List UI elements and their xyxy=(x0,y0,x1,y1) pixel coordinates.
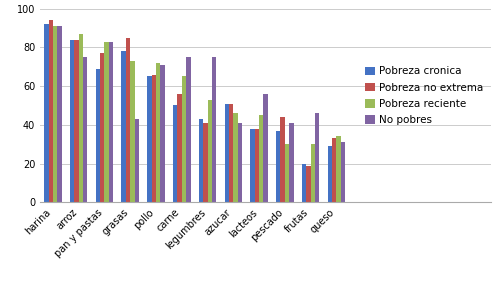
Bar xyxy=(306,166,311,202)
Bar xyxy=(328,146,332,202)
Bar xyxy=(336,136,341,202)
Bar xyxy=(160,65,165,202)
Bar xyxy=(173,105,177,202)
Bar xyxy=(332,138,336,202)
Bar xyxy=(135,119,139,202)
Bar xyxy=(122,51,126,202)
Bar xyxy=(341,142,345,202)
Bar xyxy=(302,164,306,202)
Bar xyxy=(224,103,229,202)
Bar xyxy=(70,40,74,202)
Bar xyxy=(315,113,319,202)
Bar xyxy=(199,119,203,202)
Bar xyxy=(203,123,207,202)
Bar xyxy=(100,53,105,202)
Bar xyxy=(130,61,135,202)
Bar xyxy=(276,131,281,202)
Bar xyxy=(53,26,57,202)
Bar xyxy=(79,34,83,202)
Bar xyxy=(264,94,268,202)
Bar xyxy=(237,123,242,202)
Bar xyxy=(259,115,264,202)
Bar xyxy=(281,117,285,202)
Bar xyxy=(49,20,53,202)
Bar xyxy=(177,94,182,202)
Bar xyxy=(105,42,109,202)
Bar xyxy=(207,100,212,202)
Bar xyxy=(147,76,152,202)
Bar xyxy=(255,129,259,202)
Bar xyxy=(83,57,88,202)
Bar xyxy=(285,144,289,202)
Bar xyxy=(44,24,49,202)
Bar xyxy=(109,42,113,202)
Bar xyxy=(57,26,62,202)
Legend: Pobreza cronica, Pobreza no extrema, Pobreza reciente, No pobres: Pobreza cronica, Pobreza no extrema, Pob… xyxy=(363,64,486,127)
Bar xyxy=(156,63,160,202)
Bar xyxy=(233,113,237,202)
Bar xyxy=(311,144,315,202)
Bar xyxy=(250,129,255,202)
Bar xyxy=(74,40,79,202)
Bar xyxy=(229,103,233,202)
Bar xyxy=(186,57,190,202)
Bar xyxy=(182,76,186,202)
Bar xyxy=(96,69,100,202)
Bar xyxy=(289,123,294,202)
Bar xyxy=(152,75,156,202)
Bar xyxy=(126,38,130,202)
Bar xyxy=(212,57,216,202)
